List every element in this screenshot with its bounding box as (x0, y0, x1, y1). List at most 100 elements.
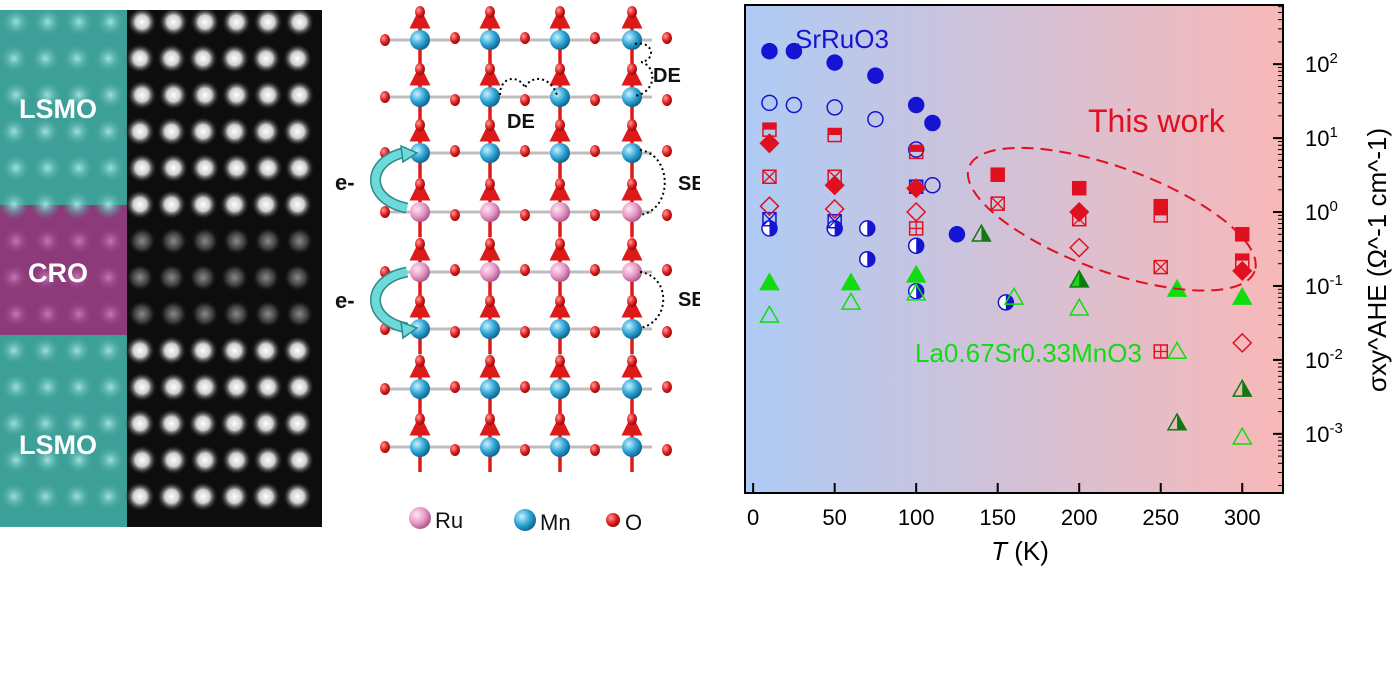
data-point-half (1235, 254, 1249, 261)
o-atom (662, 381, 672, 393)
srruo3-formula-main: SrRuO3 (795, 24, 889, 54)
ru-atom (622, 262, 642, 282)
o-atom (662, 94, 672, 106)
legend-o-swatch (606, 513, 620, 527)
o-atom (555, 238, 565, 250)
stem-atom (158, 153, 189, 183)
o-atom (555, 63, 565, 75)
o-atom (450, 32, 460, 44)
stem-atom (30, 116, 61, 147)
ru-atom (550, 262, 570, 282)
mn-atom (622, 87, 642, 107)
mn-atom (410, 30, 430, 50)
stem-atom (128, 227, 156, 255)
o-atom (520, 326, 530, 338)
stem-atom (62, 335, 92, 366)
stem-atom (95, 445, 126, 475)
stem-atom (127, 80, 157, 110)
stem-atom (283, 263, 312, 292)
legend-mn-label: Mn (540, 510, 571, 535)
stem-atom (284, 445, 315, 475)
stem-atom (1, 372, 31, 402)
stem-atom (65, 227, 93, 255)
stem-atom (93, 408, 124, 439)
o-atom (627, 295, 637, 307)
data-point-half (1079, 271, 1089, 287)
data-point (1166, 340, 1188, 359)
stem-atom (127, 7, 157, 37)
y-tick-label: 10-1 (1305, 272, 1343, 299)
stem-atom (62, 189, 92, 220)
stem-atom (190, 80, 220, 110)
data-point (840, 272, 862, 291)
stem-atom (95, 372, 126, 402)
stem-atom (221, 445, 252, 475)
stem-atom (95, 7, 126, 37)
lattice-atoms (380, 6, 672, 472)
data-point (826, 54, 843, 71)
o-atom (415, 295, 425, 307)
o-atom (520, 381, 530, 393)
o-atom (590, 444, 600, 456)
legend-ru-label: Ru (435, 508, 463, 533)
mn-atom (622, 379, 642, 399)
data-point (785, 42, 803, 60)
ru-atom (480, 262, 500, 282)
stem-atom (219, 116, 250, 147)
stem-atom (158, 372, 189, 402)
mn-atom (550, 143, 570, 163)
data-point-half (1177, 414, 1187, 430)
o-atom (520, 32, 530, 44)
stem-atom (64, 153, 94, 183)
x-tick-label: 0 (747, 505, 759, 530)
mn-atom (622, 319, 642, 339)
stem-atom (125, 43, 155, 74)
stem-atom (125, 189, 155, 220)
stem-atom (222, 300, 251, 328)
o-atom (415, 355, 425, 367)
stem-atom (0, 189, 29, 220)
stem-atom (32, 80, 63, 110)
stem-label-lsmo-top: LSMO (19, 94, 97, 124)
x-axis-label: T (K) (991, 536, 1049, 566)
data-points (759, 42, 1253, 445)
data-point (761, 42, 778, 60)
stem-atom (127, 372, 157, 402)
stem-atom (1, 7, 31, 37)
o-atom (627, 413, 637, 425)
label-de-top-right: DE (653, 65, 681, 87)
data-point-cross (1153, 260, 1168, 275)
stem-atom (65, 300, 93, 328)
stem-atom (219, 43, 250, 74)
o-atom (485, 355, 495, 367)
stem-atom (253, 80, 283, 110)
o-atom (590, 32, 600, 44)
stem-atom (30, 335, 61, 366)
stem-atom (282, 189, 313, 220)
o-atom (590, 381, 600, 393)
stem-atom (0, 481, 29, 512)
stem-atom (190, 153, 220, 183)
data-point (990, 167, 1005, 182)
o-atom (450, 264, 460, 276)
data-point-cross (827, 214, 842, 229)
data-point (924, 177, 941, 194)
data-point (907, 141, 925, 158)
de-exchange-right-curve (634, 42, 654, 97)
o-atom (662, 264, 672, 276)
x-tick-label: 250 (1142, 505, 1179, 530)
x-tick-label: 100 (898, 505, 935, 530)
o-atom (627, 63, 637, 75)
mn-atom (410, 437, 430, 457)
data-point (1071, 211, 1087, 227)
o-atom (590, 264, 600, 276)
o-atom (520, 444, 530, 456)
stem-atom (1, 153, 31, 183)
annotation-this-work: This work (1088, 103, 1226, 139)
o-atom (590, 326, 600, 338)
data-point-half (909, 145, 923, 152)
data-point (824, 198, 845, 220)
stem-atom (189, 263, 217, 292)
data-point (840, 291, 862, 310)
stem-atom (62, 116, 92, 147)
